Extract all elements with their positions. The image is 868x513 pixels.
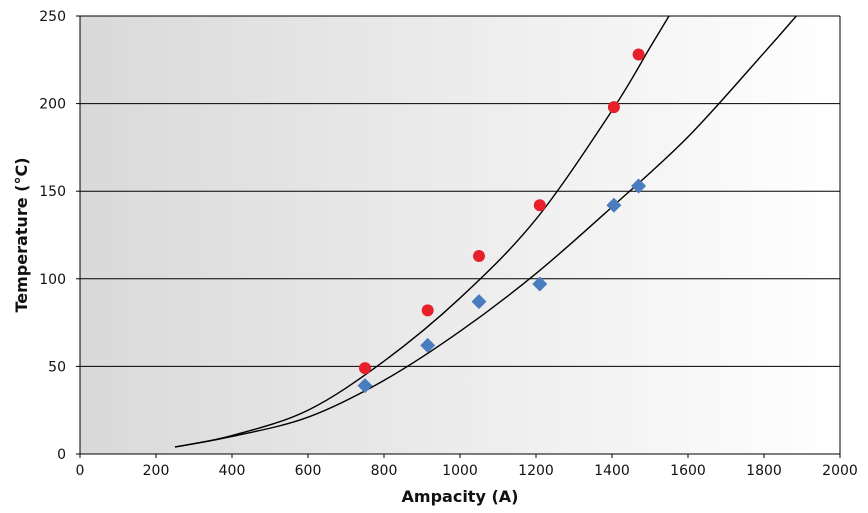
point-diamond-1 — [357, 378, 373, 394]
x-tick-label-800: 800 — [371, 463, 398, 479]
point-diamond-2 — [420, 337, 436, 353]
y-tick-label-50: 50 — [48, 359, 66, 375]
point-diamond-5 — [606, 197, 622, 213]
point-circle-4 — [533, 199, 546, 212]
x-axis-title: Ampacity (A) — [402, 487, 519, 506]
trendline-1 — [174, 16, 670, 448]
x-tick-label-1600: 1600 — [670, 463, 706, 479]
trendlines — [174, 16, 797, 448]
x-tick-label-200: 200 — [143, 463, 170, 479]
point-circle-6 — [632, 48, 645, 61]
y-tick-label-100: 100 — [39, 272, 66, 288]
y-tick-label-0: 0 — [57, 447, 66, 463]
tick-labels: 0 200 400 600 800 1000 1200 1400 1600 1800 2000 0 50… — [39, 9, 858, 479]
x-tick-label-600: 600 — [295, 463, 322, 479]
x-tick-label-0: 0 — [76, 463, 85, 479]
point-diamond-4 — [532, 276, 548, 292]
x-tick-label-1400: 1400 — [594, 463, 630, 479]
grid-lines — [80, 15, 840, 367]
x-tick-label-400: 400 — [219, 463, 246, 479]
x-tick-label-1000: 1000 — [442, 463, 478, 479]
data-markers — [357, 48, 647, 394]
x-tick-label-2000: 2000 — [822, 463, 858, 479]
point-circle-5 — [607, 101, 620, 114]
y-tick-label-150: 150 — [39, 184, 66, 200]
x-tick-label-1200: 1200 — [518, 463, 554, 479]
point-circle-3 — [473, 250, 485, 263]
point-diamond-6 — [631, 178, 647, 194]
point-circle-2 — [421, 304, 434, 317]
x-tick-label-1800: 1800 — [746, 463, 782, 479]
point-diamond-3 — [471, 294, 487, 310]
point-circle-1 — [359, 362, 371, 375]
y-axis-title: Temperature (°C) — [12, 157, 31, 312]
trendline-2 — [174, 16, 797, 448]
plot-background — [80, 16, 840, 454]
y-tick-label-200: 200 — [39, 97, 66, 113]
y-tick-label-250: 250 — [39, 9, 66, 25]
